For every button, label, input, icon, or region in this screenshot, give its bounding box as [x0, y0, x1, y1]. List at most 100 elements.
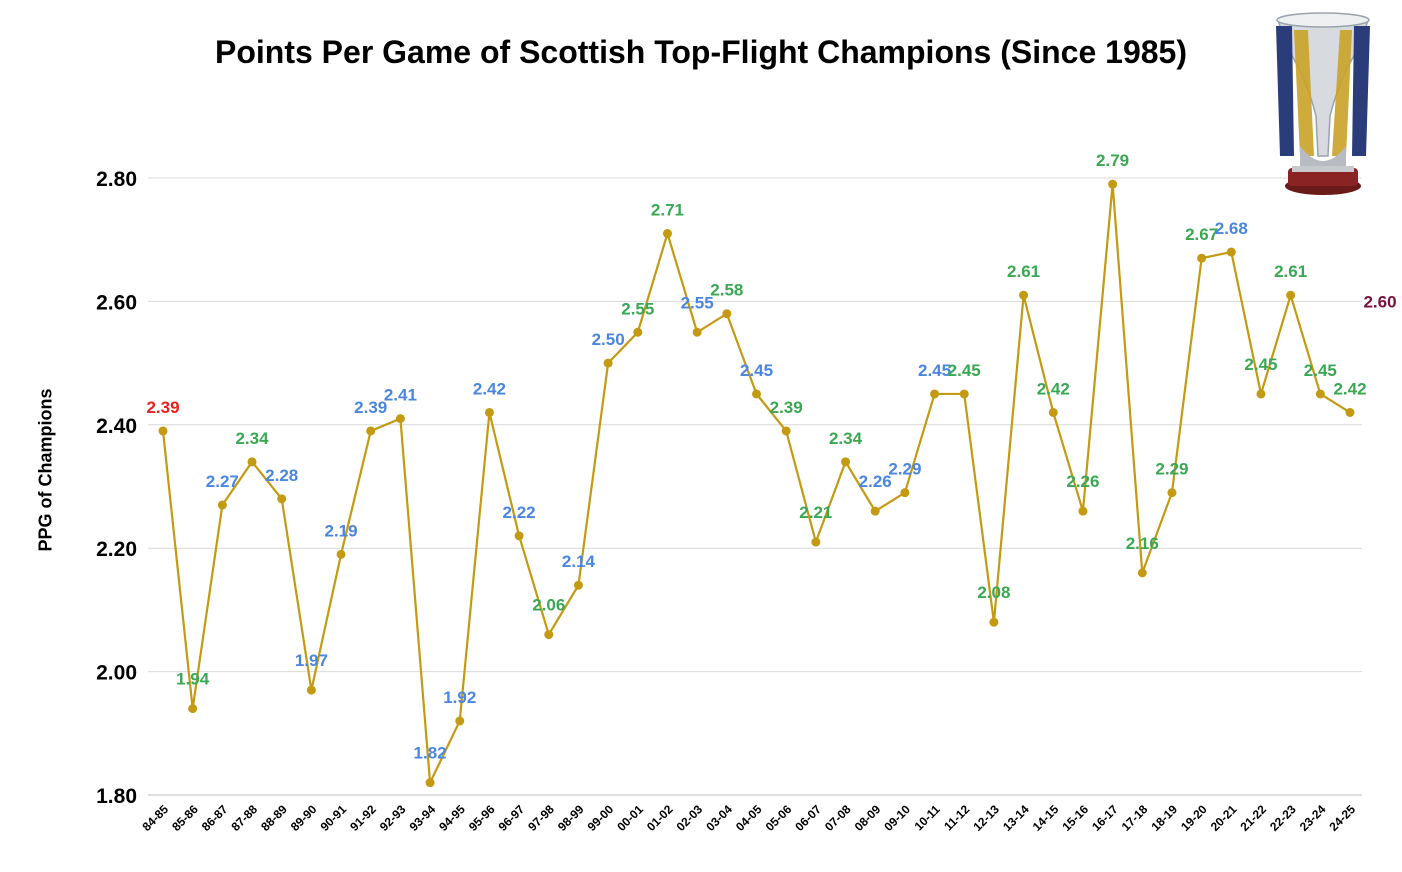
x-tick-label: 99-00	[585, 802, 617, 834]
data-point	[900, 488, 910, 498]
x-tick-label: 09-10	[881, 802, 913, 834]
data-point	[1226, 247, 1236, 257]
data-point	[989, 617, 999, 627]
x-tick-label: 96-97	[496, 802, 528, 834]
data-labels: 2.391.942.272.342.281.972.192.392.411.82…	[146, 151, 1366, 762]
data-label: 2.06	[532, 596, 565, 615]
x-tick-label: 85-86	[169, 802, 201, 834]
x-tick-label: 84-85	[140, 802, 172, 834]
x-tick-label: 89-90	[288, 802, 320, 834]
data-point	[1078, 506, 1088, 516]
data-label: 2.45	[740, 361, 773, 380]
x-tick-label: 88-89	[258, 802, 290, 834]
data-label: 2.34	[235, 429, 269, 448]
y-tick-label: 2.40	[96, 415, 137, 438]
y-tick-label: 2.80	[96, 168, 137, 191]
x-tick-label: 21-22	[1237, 802, 1269, 834]
chart-title: Points Per Game of Scottish Top-Flight C…	[215, 34, 1187, 70]
x-tick-label: 08-09	[852, 802, 884, 834]
x-tick-label: 01-02	[644, 802, 676, 834]
x-tick-label: 86-87	[199, 802, 231, 834]
data-label: 2.42	[473, 379, 506, 398]
data-point	[1286, 290, 1296, 300]
data-point	[573, 580, 583, 590]
data-point	[722, 309, 732, 319]
data-point	[841, 457, 851, 467]
data-point	[277, 494, 287, 504]
data-point	[544, 630, 554, 640]
data-point	[455, 716, 465, 726]
data-point	[336, 549, 346, 559]
data-label: 2.50	[592, 330, 625, 349]
x-tick-label: 10-11	[912, 802, 943, 833]
data-label: 2.26	[859, 472, 892, 491]
data-label: 2.29	[888, 460, 921, 479]
data-label: 2.45	[948, 361, 981, 380]
data-point	[692, 327, 702, 337]
data-label: 2.14	[562, 552, 596, 571]
data-label: 2.27	[206, 472, 239, 491]
data-point	[366, 426, 376, 436]
annotation-label: 2.60	[1363, 292, 1396, 311]
x-tick-label: 11-12	[941, 802, 972, 833]
data-label: 1.97	[295, 651, 328, 670]
data-point	[1048, 407, 1058, 417]
series-line	[161, 184, 1351, 787]
x-tick-label: 05-06	[763, 802, 795, 834]
data-label: 2.21	[799, 503, 832, 522]
x-tick-label: 87-88	[229, 802, 261, 834]
data-point	[1167, 488, 1177, 498]
data-point	[662, 229, 672, 239]
data-points	[158, 179, 1355, 788]
data-label: 2.55	[681, 293, 714, 312]
data-point	[514, 531, 524, 541]
data-point	[1197, 253, 1207, 263]
y-axis-ticks: 1.80 2.00 2.20 2.40 2.60 2.80	[96, 168, 137, 808]
x-tick-label: 97-98	[525, 802, 557, 834]
data-point	[188, 704, 198, 714]
data-label: 2.61	[1007, 262, 1040, 281]
x-tick-label: 18-19	[1148, 802, 1180, 834]
data-point	[959, 389, 969, 399]
data-point	[1108, 179, 1118, 189]
x-tick-label: 17-18	[1119, 802, 1151, 834]
data-point	[633, 327, 643, 337]
data-point	[247, 457, 257, 467]
data-label: 2.34	[829, 429, 863, 448]
data-label: 2.22	[503, 503, 536, 522]
data-label: 2.08	[977, 583, 1010, 602]
data-label: 2.41	[384, 386, 417, 405]
x-tick-label: 94-95	[436, 802, 468, 834]
x-axis-ticks: 84-8585-8686-8787-8888-8989-9090-9191-92…	[140, 802, 1359, 834]
x-tick-label: 24-25	[1327, 802, 1359, 834]
x-tick-label: 00-01	[614, 802, 646, 834]
trophy-icon	[1276, 12, 1370, 195]
data-label: 2.26	[1066, 472, 1099, 491]
data-label: 2.19	[325, 521, 358, 540]
data-point	[1256, 389, 1266, 399]
data-label: 2.79	[1096, 151, 1129, 170]
data-label: 2.39	[770, 398, 803, 417]
x-tick-label: 16-17	[1089, 802, 1121, 834]
x-tick-label: 06-07	[792, 802, 824, 834]
data-point	[484, 407, 494, 417]
data-point	[603, 358, 613, 368]
data-label: 2.42	[1333, 379, 1366, 398]
x-tick-label: 22-23	[1267, 802, 1299, 834]
data-point	[306, 685, 316, 695]
data-point	[781, 426, 791, 436]
data-label: 2.29	[1155, 460, 1188, 479]
data-label: 1.94	[176, 670, 210, 689]
data-point	[395, 414, 405, 424]
y-tick-label: 1.80	[96, 785, 137, 808]
x-tick-label: 23-24	[1297, 802, 1329, 834]
data-point	[1137, 568, 1147, 578]
x-tick-label: 19-20	[1178, 802, 1210, 834]
data-label: 2.55	[621, 299, 654, 318]
data-point	[752, 389, 761, 399]
data-label: 2.67	[1185, 225, 1218, 244]
data-point	[1345, 407, 1355, 417]
data-label: 2.16	[1126, 534, 1159, 553]
x-tick-label: 20-21	[1208, 802, 1240, 834]
